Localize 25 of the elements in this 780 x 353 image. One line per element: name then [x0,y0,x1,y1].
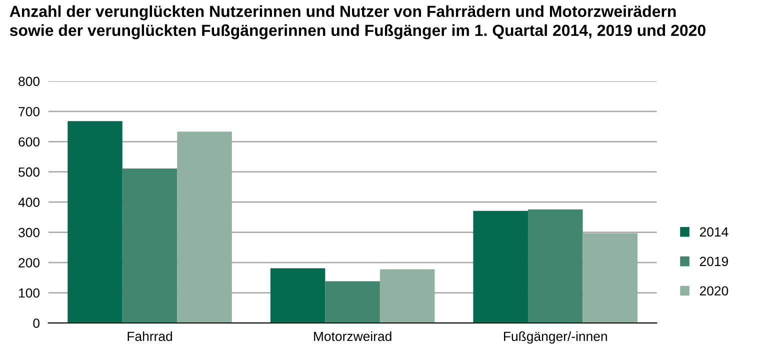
y-tick-label: 800 [18,76,40,86]
bar [122,168,178,323]
y-tick-label: 300 [18,228,40,238]
bar [325,281,380,323]
y-tick-label: 0 [33,318,40,328]
bar [473,210,528,323]
bar [528,209,583,323]
y-tick-label: 200 [18,258,40,268]
bar [270,268,326,323]
y-tick-label: 600 [18,137,40,147]
bar [68,121,122,323]
bar [582,233,638,323]
y-tick-label: 400 [18,198,40,208]
bar [380,269,435,323]
legend-label: 2020 [700,286,728,296]
x-tick-label: Fußgänger/-innen [504,331,607,344]
chart-title: Anzahl der verunglückten Nutzerinnen und Nutzer von Fahrrädern und Motorzweirädern sowie der verunglückten Fußgängerinnen und Fußgänger im 1. Quartal 2014, 2019 und 2020 [10,5,706,40]
y-tick-label: 100 [19,288,40,298]
legend-label: 2019 [700,256,728,266]
legend-label: 2014 [700,227,728,237]
y-tick-label: 500 [18,167,40,177]
x-tick-label: Fahrrad [128,331,172,342]
x-tick-label: Motorzweirad [314,331,392,342]
y-tick-label: 700 [18,106,40,116]
bar [177,132,232,323]
